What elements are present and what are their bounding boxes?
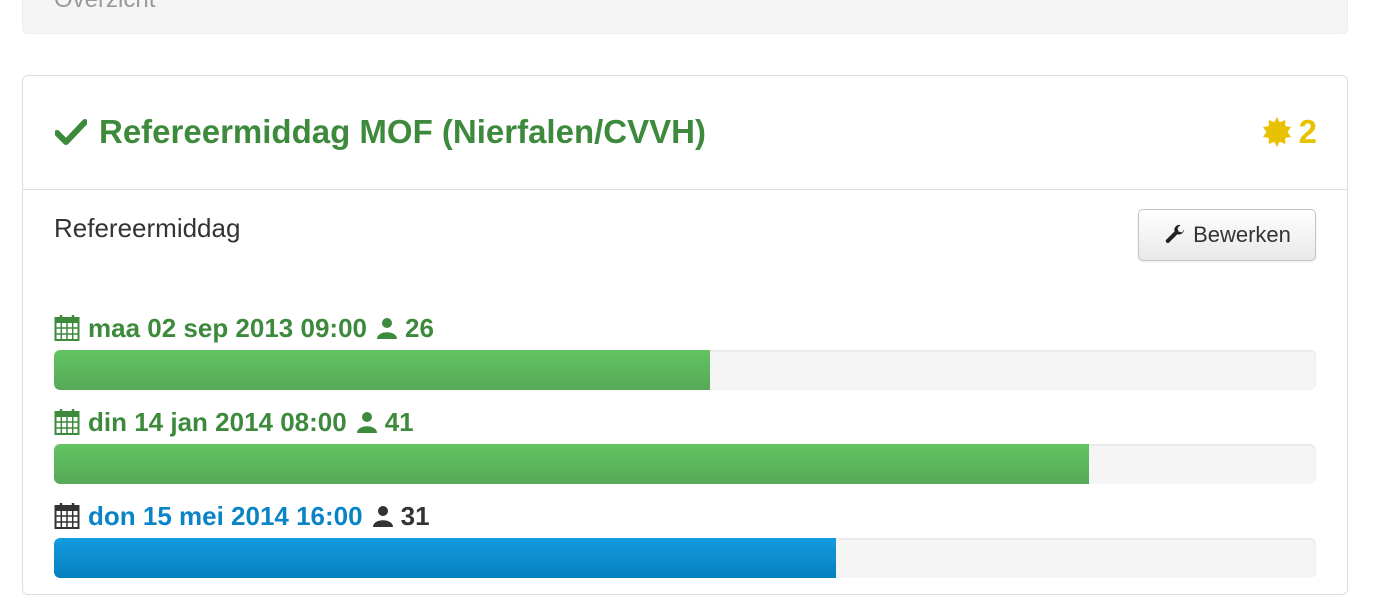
session-item: don 15 mei 2014 16:00 31 xyxy=(54,498,1316,578)
event-type: Refereermiddag xyxy=(54,213,241,243)
session-header: din 14 jan 2014 08:00 41 xyxy=(54,404,1316,440)
session-header: don 15 mei 2014 16:00 31 xyxy=(54,498,1316,534)
person-icon xyxy=(372,505,393,527)
star-burst-icon xyxy=(1262,117,1291,147)
person-icon xyxy=(377,317,397,339)
calendar-icon xyxy=(54,502,80,530)
session-item: din 14 jan 2014 08:00 41 xyxy=(54,404,1316,484)
wrench-icon xyxy=(1165,224,1185,243)
breadcrumb-label: Overzicht xyxy=(54,0,155,12)
check-icon xyxy=(55,119,87,145)
breadcrumb: Overzicht xyxy=(22,0,1348,34)
star-count-value: 2 xyxy=(1298,113,1317,150)
event-title[interactable]: Refereermiddag MOF (Nierfalen/CVVH) xyxy=(55,112,706,152)
progress-fill xyxy=(54,350,711,390)
progress-fill xyxy=(54,444,1089,484)
participant-count: 41 xyxy=(384,406,414,437)
session-date-link[interactable]: don 15 mei 2014 16:00 xyxy=(88,500,363,531)
progress-bar xyxy=(54,444,1316,484)
session-date-link[interactable]: din 14 jan 2014 08:00 xyxy=(88,406,347,437)
participant-count: 26 xyxy=(405,312,434,343)
progress-bar xyxy=(54,350,1316,390)
person-icon xyxy=(356,411,377,433)
edit-button[interactable]: Bewerken xyxy=(1138,209,1316,261)
session-header: maa 02 sep 2013 09:00 26 xyxy=(54,310,1316,346)
star-badge: 2 xyxy=(1261,112,1317,152)
participant-count: 31 xyxy=(400,500,430,531)
calendar-icon xyxy=(54,408,80,436)
calendar-icon xyxy=(54,314,80,342)
event-panel-header: Refereermiddag MOF (Nierfalen/CVVH) 2 xyxy=(23,76,1347,190)
event-panel: Refereermiddag MOF (Nierfalen/CVVH) 2 xyxy=(22,75,1348,595)
session-date-link[interactable]: maa 02 sep 2013 09:00 xyxy=(88,312,367,343)
progress-bar xyxy=(54,538,1316,578)
event-title-text: Refereermiddag MOF (Nierfalen/CVVH) xyxy=(99,113,706,150)
progress-fill xyxy=(54,538,837,578)
edit-button-label: Bewerken xyxy=(1193,222,1291,247)
session-item: maa 02 sep 2013 09:00 26 xyxy=(54,310,1316,390)
